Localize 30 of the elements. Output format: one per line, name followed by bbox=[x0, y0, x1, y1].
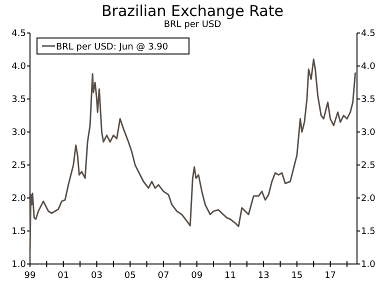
chart-subtitle: BRL per USD bbox=[164, 20, 222, 30]
x-tick-label: 07 bbox=[158, 271, 170, 281]
y2-tick-label: 4.0 bbox=[361, 62, 376, 72]
y2-tick-label: 2.0 bbox=[361, 194, 376, 204]
y-tick-label: 2.0 bbox=[12, 194, 26, 204]
y-tick-label: 3.5 bbox=[12, 95, 26, 105]
x-tick-label: 09 bbox=[191, 271, 203, 281]
y-tick-label: 4.5 bbox=[12, 29, 26, 39]
y-tick-label: 1.0 bbox=[12, 260, 26, 270]
legend-label: BRL per USD: Jun @ 3.90 bbox=[56, 42, 168, 52]
line-series bbox=[29, 58, 356, 252]
x-tick-label: 17 bbox=[324, 271, 336, 281]
y-tick-label: 4.0 bbox=[12, 62, 26, 72]
x-tick-label: 05 bbox=[124, 271, 136, 281]
y-tick-label: 3.0 bbox=[12, 128, 26, 138]
y2-tick-label: 1.0 bbox=[361, 260, 376, 270]
y2-tick-label: 4.5 bbox=[361, 29, 376, 39]
y2-tick-label: 3.0 bbox=[361, 128, 376, 138]
y2-tick-label: 2.5 bbox=[361, 161, 376, 171]
x-tick-label: 11 bbox=[224, 271, 236, 281]
x-tick-label: 99 bbox=[24, 271, 36, 281]
y-tick-label: 2.5 bbox=[12, 161, 26, 171]
y2-tick-label: 1.5 bbox=[361, 227, 376, 237]
x-tick-label: 01 bbox=[58, 271, 70, 281]
y-tick-label: 1.5 bbox=[12, 227, 26, 237]
x-tick-label: 13 bbox=[258, 271, 270, 281]
x-tick-label: 15 bbox=[291, 271, 303, 281]
y2-tick-label: 3.5 bbox=[361, 95, 376, 105]
x-tick-label: 03 bbox=[91, 271, 102, 281]
chart-title: Brazilian Exchange Rate bbox=[102, 2, 284, 20]
